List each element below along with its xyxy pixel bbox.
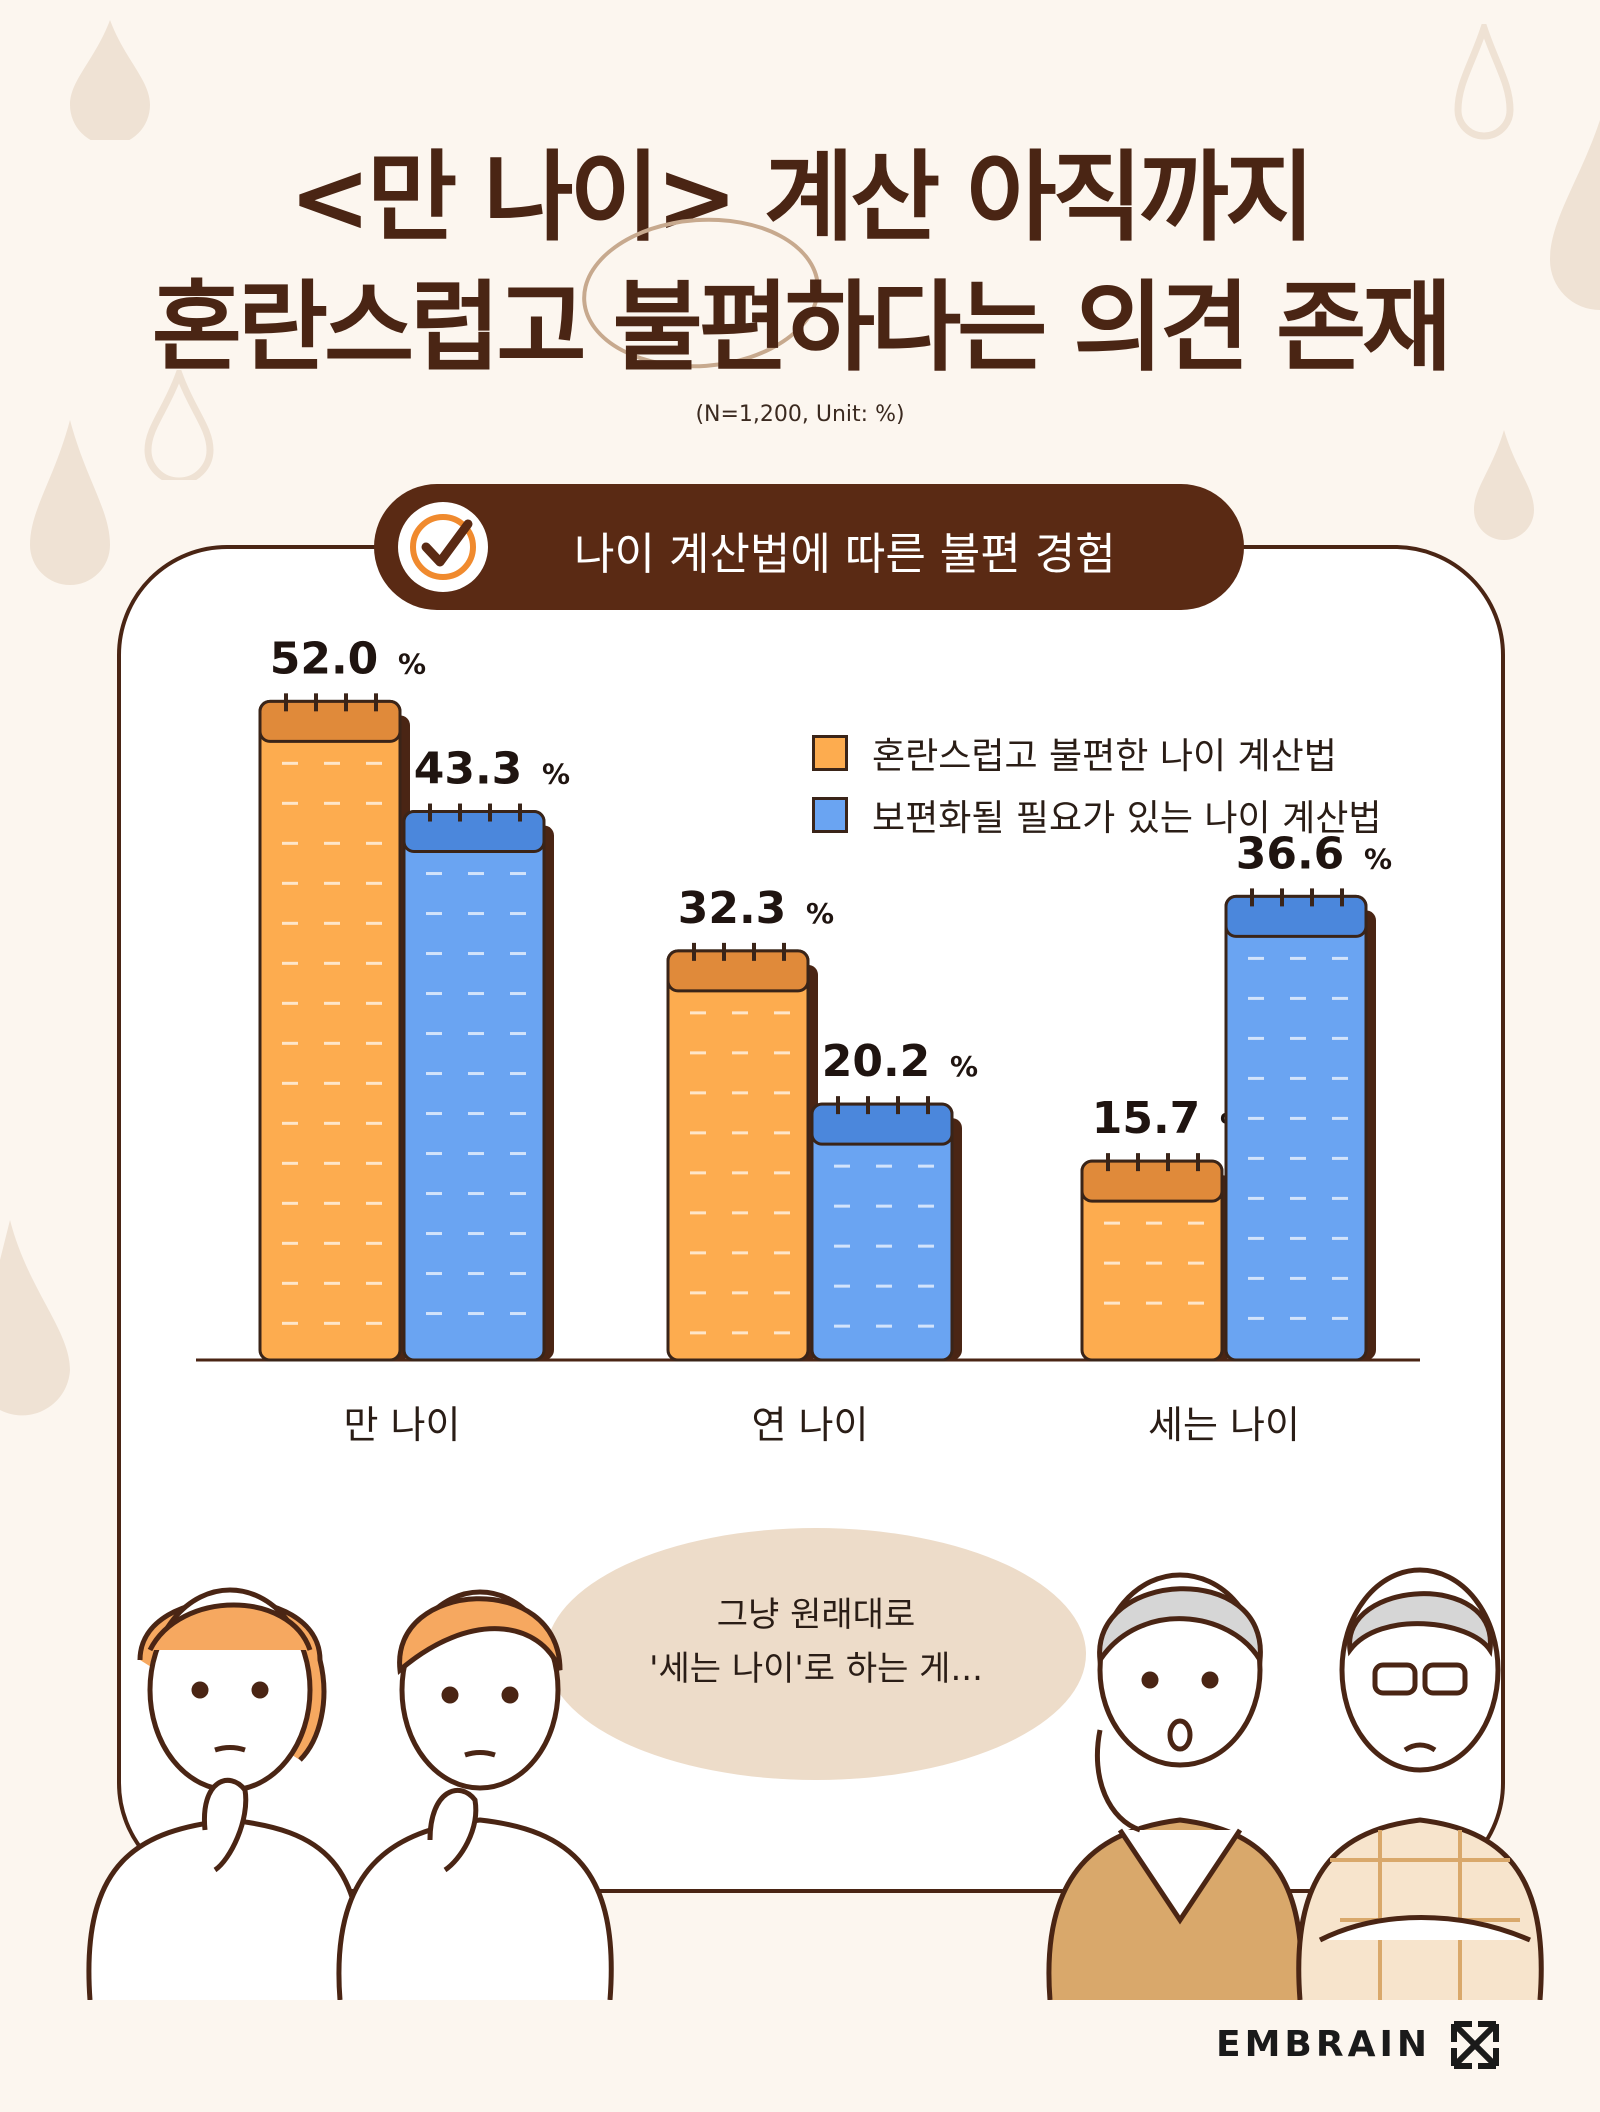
old-woman-figure-icon — [1046, 1572, 1304, 2000]
speech-bubble-text: 그냥 원래대로 '세는 나이'로 하는 게... — [546, 1588, 1086, 1696]
value-unit: % — [398, 647, 426, 680]
bar-1-0 — [402, 810, 546, 1362]
value-unit: % — [950, 1050, 978, 1083]
bar-1-2 — [1224, 894, 1368, 1362]
people-illustration — [86, 1567, 1544, 2000]
bar-cap — [810, 1102, 954, 1146]
drop-decoration-icon — [30, 420, 110, 585]
legend-swatch-orange — [812, 735, 848, 771]
legend-swatch-blue — [812, 797, 848, 833]
category-label: 세는 나이 — [1148, 1403, 1300, 1447]
legend-label: 혼란스럽고 불편한 나이 계산법 — [872, 736, 1337, 777]
embrain-mark-icon — [1451, 2021, 1499, 2069]
section-header: 나이 계산법에 따른 불편 경험 — [374, 484, 1244, 610]
legend: 혼란스럽고 불편한 나이 계산법 보편화될 필요가 있는 나이 계산법 — [812, 722, 1381, 846]
sample-note: (N=1,200, Unit: %) — [695, 402, 905, 427]
bar-cap — [1080, 1159, 1224, 1203]
drop-decoration-icon — [0, 1220, 70, 1416]
embrain-logo: EMBRAIN — [1216, 2024, 1431, 2065]
value-unit: % — [542, 758, 570, 791]
legend-item-blue: 보편화될 필요가 있는 나이 계산법 — [812, 784, 1381, 846]
bar-cap — [402, 810, 546, 854]
bar-0-0 — [258, 699, 402, 1362]
value-label: 52.0 — [270, 633, 379, 684]
woman-figure-icon — [86, 1587, 364, 2000]
value-unit: % — [806, 897, 834, 930]
legend-item-orange: 혼란스럽고 불편한 나이 계산법 — [812, 722, 1381, 784]
title-line-2: 혼란스럽고 불편하다는 의견 존재 — [151, 271, 1453, 385]
bar-cap — [666, 949, 810, 993]
drop-decoration-icon — [1550, 120, 1600, 310]
drop-decoration-icon — [70, 20, 150, 140]
value-label: 36.6 — [1236, 828, 1345, 879]
category-label: 연 나이 — [752, 1403, 869, 1447]
section-header-text: 나이 계산법에 따른 불편 경험 — [574, 529, 1116, 580]
speech-bubble — [546, 1528, 1086, 1780]
drop-decoration-icon — [144, 370, 214, 480]
drop-decoration-icon — [1454, 24, 1514, 140]
legend-label: 보편화될 필요가 있는 나이 계산법 — [872, 798, 1382, 839]
check-icon — [410, 514, 476, 580]
value-unit: % — [1364, 842, 1392, 875]
bubble-line-1: 그냥 원래대로 — [716, 1595, 916, 1635]
value-label: 32.3 — [678, 883, 787, 934]
value-label: 15.7 — [1092, 1093, 1201, 1144]
title-line-1: <만 나이> 계산 아직까지 — [288, 141, 1315, 255]
bar-cap — [1224, 894, 1368, 938]
value-label: 43.3 — [414, 744, 523, 795]
bar-cap — [258, 699, 402, 743]
man-figure-icon — [336, 1589, 614, 2000]
check-badge — [398, 502, 488, 592]
drop-decoration-icon — [1474, 430, 1534, 540]
bubble-line-2: '세는 나이'로 하는 게... — [649, 1649, 983, 1689]
value-label: 20.2 — [822, 1036, 931, 1087]
old-man-figure-icon — [1296, 1567, 1544, 2000]
category-label: 만 나이 — [344, 1403, 461, 1447]
